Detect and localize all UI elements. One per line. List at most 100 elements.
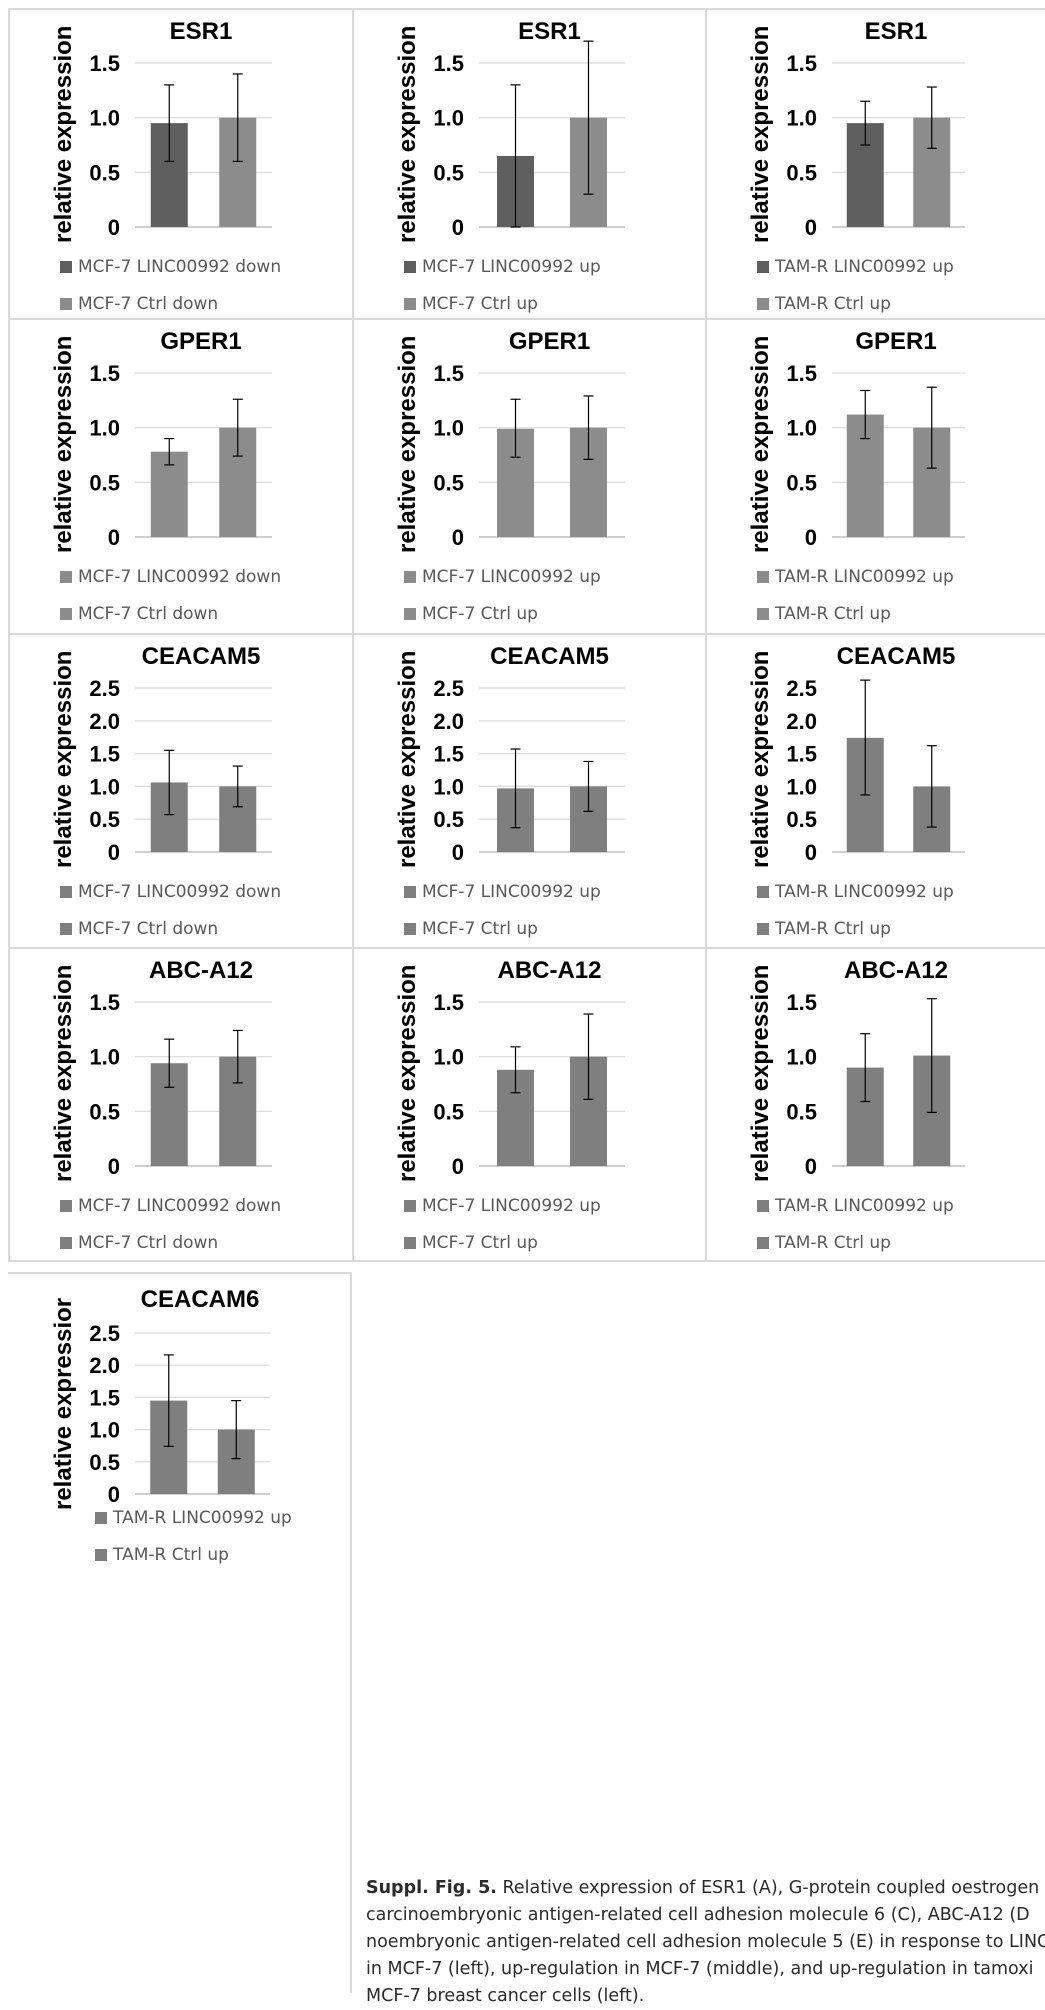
legend-swatch (757, 607, 769, 620)
caption-text-1: Relative expression of ESR1 (A), G-prote… (496, 1878, 1045, 1898)
y-tick-label: 1.5 (433, 742, 464, 767)
y-tick-label: 1.5 (433, 990, 464, 1015)
y-tick-label: 1.5 (433, 361, 464, 386)
legend-item: MCF-7 Ctrl up (404, 1224, 601, 1261)
y-tick-label: 0.5 (89, 470, 120, 495)
legend-swatch (60, 297, 72, 310)
y-tick-label: 0.5 (786, 1099, 817, 1124)
y-tick-label: 2.0 (89, 709, 120, 734)
legend-label: MCF-7 LINC00992 down (78, 566, 282, 587)
caption-line-1: Suppl. Fig. 5. Relative expression of ES… (366, 1875, 1045, 1902)
y-tick-label: 1.0 (786, 106, 817, 131)
y-tick-label: 1.5 (786, 990, 817, 1015)
legend-item: TAM-R Ctrl up (757, 285, 954, 322)
legend-item: TAM-R LINC00992 up (95, 1499, 292, 1536)
legend-label: TAM-R Ctrl up (775, 293, 891, 314)
legend-label: TAM-R Ctrl up (775, 918, 891, 939)
chart-svg: 0 0.5 1.0 1.5 (433, 40, 625, 240)
chart-panel-b3: GPER1 relative expression 0 0.5 1.0 1.5 TAM-R … (707, 320, 1045, 633)
chart-title: ABC-A12 (843, 957, 948, 984)
legend-item: TAM-R LINC00992 up (757, 1187, 954, 1224)
y-tick-label: 1.0 (786, 774, 817, 799)
left-border (8, 8, 10, 1262)
legend-item: TAM-R LINC00992 up (757, 558, 954, 595)
legend-swatch (404, 1236, 416, 1249)
y-tick-label: 0.5 (433, 807, 464, 832)
legend-label: MCF-7 LINC00992 down (78, 1195, 282, 1216)
y-tick-label: 0.5 (89, 160, 120, 185)
y-tick-label: 1.5 (89, 51, 120, 76)
legend-item: TAM-R LINC00992 up (757, 248, 954, 285)
chart-legend: TAM-R LINC00992 up TAM-R Ctrl up (757, 558, 954, 632)
legend-label: MCF-7 Ctrl down (78, 918, 219, 939)
y-tick-label: 1.0 (89, 106, 120, 131)
chart-svg: 0 0.5 1.0 1.5 (89, 990, 272, 1179)
chart-title: ESR1 (864, 18, 928, 45)
legend-swatch (60, 1199, 72, 1212)
legend-item: MCF-7 Ctrl up (404, 595, 601, 632)
legend-label: MCF-7 Ctrl up (422, 1232, 538, 1253)
chart-legend: TAM-R LINC00992 up TAM-R Ctrl up (757, 873, 954, 947)
legend-item: MCF-7 LINC00992 down (60, 558, 281, 595)
chart-title: CEACAM5 (836, 643, 956, 670)
y-tick-label: 0.5 (786, 807, 817, 832)
row-c-border (8, 633, 1045, 635)
chart-title: ABC-A12 (148, 957, 253, 984)
legend-swatch (757, 570, 769, 583)
figure-caption: Suppl. Fig. 5. Relative expression of ES… (366, 1875, 1045, 2010)
column-separator-1 (352, 8, 354, 1262)
legend-swatch (757, 922, 769, 935)
legend-item: TAM-R Ctrl up (757, 595, 954, 632)
chart-title: GPER1 (508, 328, 591, 355)
chart-panel-b2: GPER1 relative expression 0 0.5 1.0 1.5 MCF-7 … (354, 320, 705, 633)
legend-label: MCF-7 LINC00992 down (78, 881, 282, 902)
legend-swatch (60, 1236, 72, 1249)
legend-swatch (60, 570, 72, 583)
chart-legend: MCF-7 LINC00992 up MCF-7 Ctrl up (404, 248, 601, 322)
chart-svg: 0 0.5 1.0 1.5 (433, 361, 625, 550)
y-tick-label: 0 (805, 1154, 817, 1179)
chart-svg: 0 0.5 1.0 1.5 (786, 990, 965, 1179)
row-d-bottom-border (8, 1260, 1045, 1262)
legend-item: MCF-7 LINC00992 down (60, 248, 281, 285)
legend-label: TAM-R LINC00992 up (113, 1507, 292, 1528)
legend-item: TAM-R LINC00992 up (757, 873, 954, 910)
legend-label: MCF-7 Ctrl up (422, 293, 538, 314)
legend-item: MCF-7 Ctrl up (404, 910, 601, 947)
caption-line-2: carcinoembryonic antigen-related cell ad… (366, 1905, 1030, 1925)
legend-swatch (95, 1548, 107, 1561)
y-tick-label: 1.0 (786, 416, 817, 441)
y-tick-label: 1.0 (433, 416, 464, 441)
chart-panel-a2: ESR1 relative expression 0 0.5 1.0 1.5 MCF-7 L… (354, 10, 705, 318)
legend-swatch (60, 607, 72, 620)
y-tick-label: 0.5 (433, 1099, 464, 1124)
y-tick-label: 1.5 (786, 742, 817, 767)
y-tick-label: 1.0 (433, 106, 464, 131)
caption-line-3: noembryonic antigen-related cell adhesio… (366, 1932, 1045, 1952)
legend-label: TAM-R Ctrl up (113, 1544, 229, 1565)
y-tick-label: 1.5 (89, 361, 120, 386)
caption-line-4: in MCF-7 (left), up-regulation in MCF-7 … (366, 1959, 1034, 1979)
y-tick-label: 1.5 (89, 742, 120, 767)
y-tick-label: 1.0 (89, 774, 120, 799)
chart-panel-b1: GPER1 relative expression 0 0.5 1.0 1.5 MCF-7 … (10, 320, 352, 633)
chart-svg: 0 0.5 1.0 1.5 (433, 990, 625, 1179)
chart-svg: 0 0.5 1.0 1.5 (89, 51, 272, 240)
y-tick-label: 0 (108, 525, 120, 550)
legend-item: TAM-R Ctrl up (757, 1224, 954, 1261)
y-tick-label: 0 (108, 1482, 120, 1507)
legend-swatch (757, 1199, 769, 1212)
legend-swatch (757, 260, 769, 273)
chart-title: GPER1 (160, 328, 242, 355)
legend-swatch (404, 260, 416, 273)
chart-svg: 0 0.5 1.0 1.5 (786, 51, 965, 240)
chart-title: CEACAM5 (490, 643, 609, 670)
legend-swatch (404, 570, 416, 583)
y-tick-label: 1.5 (433, 51, 464, 76)
chart-panel-c2: CEACAM5 relative expression 0 0.5 1.0 1.5 2.0 2… (354, 635, 705, 947)
chart-legend: MCF-7 LINC00992 up MCF-7 Ctrl up (404, 1187, 601, 1261)
y-tick-label: 1.0 (89, 416, 120, 441)
chart-svg: 0 0.5 1.0 1.5 2.0 2.5 (433, 676, 625, 865)
chart-svg: 0 0.5 1.0 1.5 2.0 2.5 (89, 676, 272, 865)
legend-swatch (404, 922, 416, 935)
